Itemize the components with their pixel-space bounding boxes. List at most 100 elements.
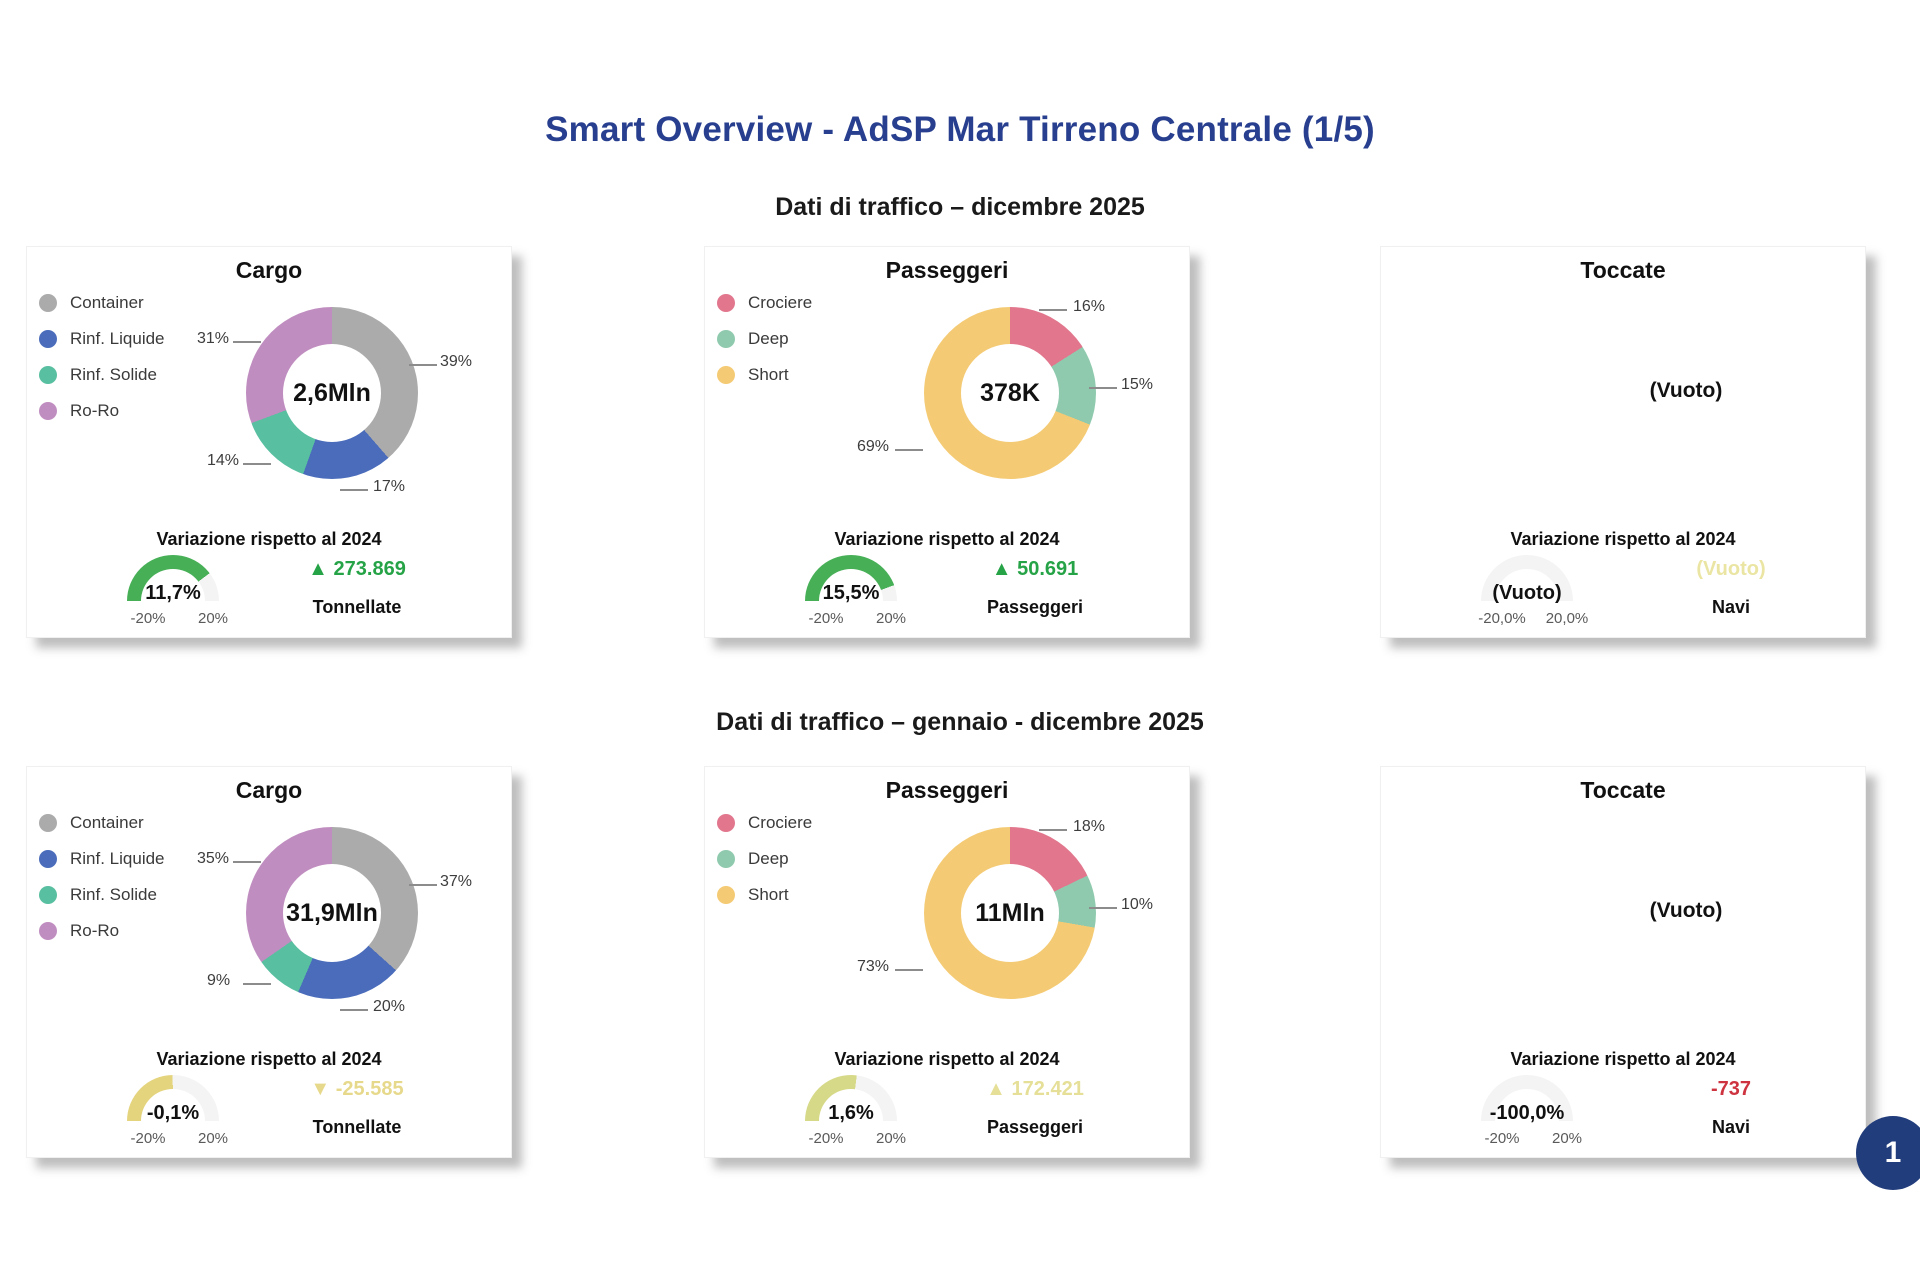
slice-callout-line [409, 884, 437, 886]
slice-callout-line [1039, 829, 1067, 831]
slice-label-deep: 10% [1121, 896, 1154, 913]
legend-label: Short [748, 885, 789, 904]
legend-dot [717, 850, 735, 868]
donut-chart-cargo[interactable]: 31,9Mln [246, 827, 418, 999]
legend-item-container[interactable]: Container [39, 285, 165, 321]
donut-chart-cargo[interactable]: 2,6Mln [246, 307, 418, 479]
legend-item-crociere[interactable]: Crociere [717, 805, 812, 841]
legend-label: Deep [748, 329, 789, 348]
slice-callout-line [340, 1009, 368, 1011]
gauge-min-label: -20% [1484, 1130, 1520, 1147]
legend-item-ro-ro[interactable]: Ro-Ro [39, 913, 165, 949]
legend-label: Rinf. Solide [70, 885, 157, 904]
variation-gauge [127, 1075, 219, 1121]
legend-dot [39, 366, 57, 384]
legend-label: Ro-Ro [70, 401, 120, 420]
variation-gauge [805, 1075, 897, 1121]
variation-heading: Variazione rispetto al 2024 [1510, 1049, 1736, 1069]
legend-label: Rinf. Liquide [70, 329, 165, 348]
gauge-min-label: -20% [808, 610, 844, 627]
card-passeggeri-december: Passeggeri Crociere Deep Short 378K 16% … [704, 246, 1190, 638]
variation-heading: Variazione rispetto al 2024 [156, 1049, 382, 1069]
page-number-badge[interactable]: 1 [1856, 1116, 1920, 1190]
variation-heading: Variazione rispetto al 2024 [156, 529, 382, 549]
legend: Container Rinf. Liquide Rinf. Solide Ro-… [39, 285, 165, 429]
donut-center-value: 2,6Mln [293, 378, 371, 407]
legend-dot [717, 366, 735, 384]
slice-callout-line [1089, 387, 1117, 389]
slice-callout-line [1089, 907, 1117, 909]
delta-unit: Tonnellate [312, 597, 402, 617]
donut-chart-passeggeri[interactable]: 11Mln [924, 827, 1096, 999]
legend-item-short[interactable]: Short [717, 357, 812, 393]
legend-label: Container [70, 293, 144, 312]
slice-label-rinf-liquide: 20% [373, 998, 406, 1015]
legend-item-short[interactable]: Short [717, 877, 812, 913]
donut-hole: 378K [961, 344, 1059, 442]
slice-label-short: 73% [857, 958, 890, 975]
delta-value: (Vuoto) [1696, 558, 1766, 580]
delta-value: ▲ 273.869 [308, 558, 406, 580]
legend-dot [717, 814, 735, 832]
section-title-december: Dati di traffico – dicembre 2025 [775, 193, 1145, 221]
gauge-value: -100,0% [1489, 1102, 1565, 1124]
gauge-max-label: 20% [197, 1130, 229, 1147]
slice-label-container: 39% [440, 353, 473, 370]
card-title: Toccate [1580, 257, 1666, 283]
card-passeggeri-jan-dec: Passeggeri Crociere Deep Short 11Mln 18%… [704, 766, 1190, 1158]
legend-label: Deep [748, 849, 789, 868]
legend-label: Short [748, 365, 789, 384]
donut-chart-passeggeri[interactable]: 378K [924, 307, 1096, 479]
legend-dot [39, 922, 57, 940]
legend-dot [717, 294, 735, 312]
slice-callout-line [233, 861, 261, 863]
legend-item-ro-ro[interactable]: Ro-Ro [39, 393, 165, 429]
slice-label-crociere: 18% [1073, 818, 1106, 835]
gauge-min-label: -20,0% [1478, 610, 1526, 627]
slice-label-ro-ro: 31% [197, 330, 230, 347]
delta-unit: Passeggeri [986, 597, 1084, 617]
legend-item-rinf-liquide[interactable]: Rinf. Liquide [39, 321, 165, 357]
legend-item-rinf-solide[interactable]: Rinf. Solide [39, 357, 165, 393]
legend-item-container[interactable]: Container [39, 805, 165, 841]
delta-value: ▲ 50.691 [991, 558, 1079, 580]
legend-label: Ro-Ro [70, 921, 120, 940]
slice-callout-line [1039, 309, 1067, 311]
card-cargo-jan-dec: Cargo Container Rinf. Liquide Rinf. Soli… [26, 766, 512, 1158]
legend-dot [717, 330, 735, 348]
donut-hole: 2,6Mln [283, 344, 381, 442]
page-number: 1 [1884, 1136, 1902, 1169]
legend-item-deep[interactable]: Deep [717, 841, 812, 877]
slice-label-container: 37% [440, 873, 473, 890]
gauge-value: 11,7% [145, 582, 201, 604]
legend-item-rinf-solide[interactable]: Rinf. Solide [39, 877, 165, 913]
legend-dot [39, 330, 57, 348]
slice-label-ro-ro: 35% [197, 850, 230, 867]
legend-dot [39, 814, 57, 832]
slice-callout-line [233, 341, 261, 343]
legend: Container Rinf. Liquide Rinf. Solide Ro-… [39, 805, 165, 949]
slice-label-rinf-solide: 9% [207, 972, 231, 989]
slice-label-rinf-solide: 14% [207, 452, 240, 469]
page-title: Smart Overview - AdSP Mar Tirreno Centra… [545, 110, 1375, 149]
donut-hole: 31,9Mln [283, 864, 381, 962]
delta-unit: Navi [1711, 597, 1751, 617]
legend-item-crociere[interactable]: Crociere [717, 285, 812, 321]
legend-item-deep[interactable]: Deep [717, 321, 812, 357]
card-title: Passeggeri [885, 257, 1009, 283]
card-title: Toccate [1580, 777, 1666, 803]
slice-label-crociere: 16% [1073, 298, 1106, 315]
legend-label: Container [70, 813, 144, 832]
legend-item-rinf-liquide[interactable]: Rinf. Liquide [39, 841, 165, 877]
legend-dot [39, 850, 57, 868]
card-cargo-december: Cargo Container Rinf. Liquide Rinf. Soli… [26, 246, 512, 638]
legend: Crociere Deep Short [717, 285, 812, 393]
gauge-value: (Vuoto) [1492, 582, 1562, 604]
legend-dot [39, 402, 57, 420]
legend-label: Rinf. Liquide [70, 849, 165, 868]
slice-callout-line [243, 463, 271, 465]
gauge-value: -0,1% [146, 1102, 200, 1124]
variation-gauge [1481, 1075, 1573, 1121]
section-title-january-december: Dati di traffico – gennaio - dicembre 20… [716, 708, 1204, 736]
donut-center-value: 11Mln [975, 898, 1045, 927]
